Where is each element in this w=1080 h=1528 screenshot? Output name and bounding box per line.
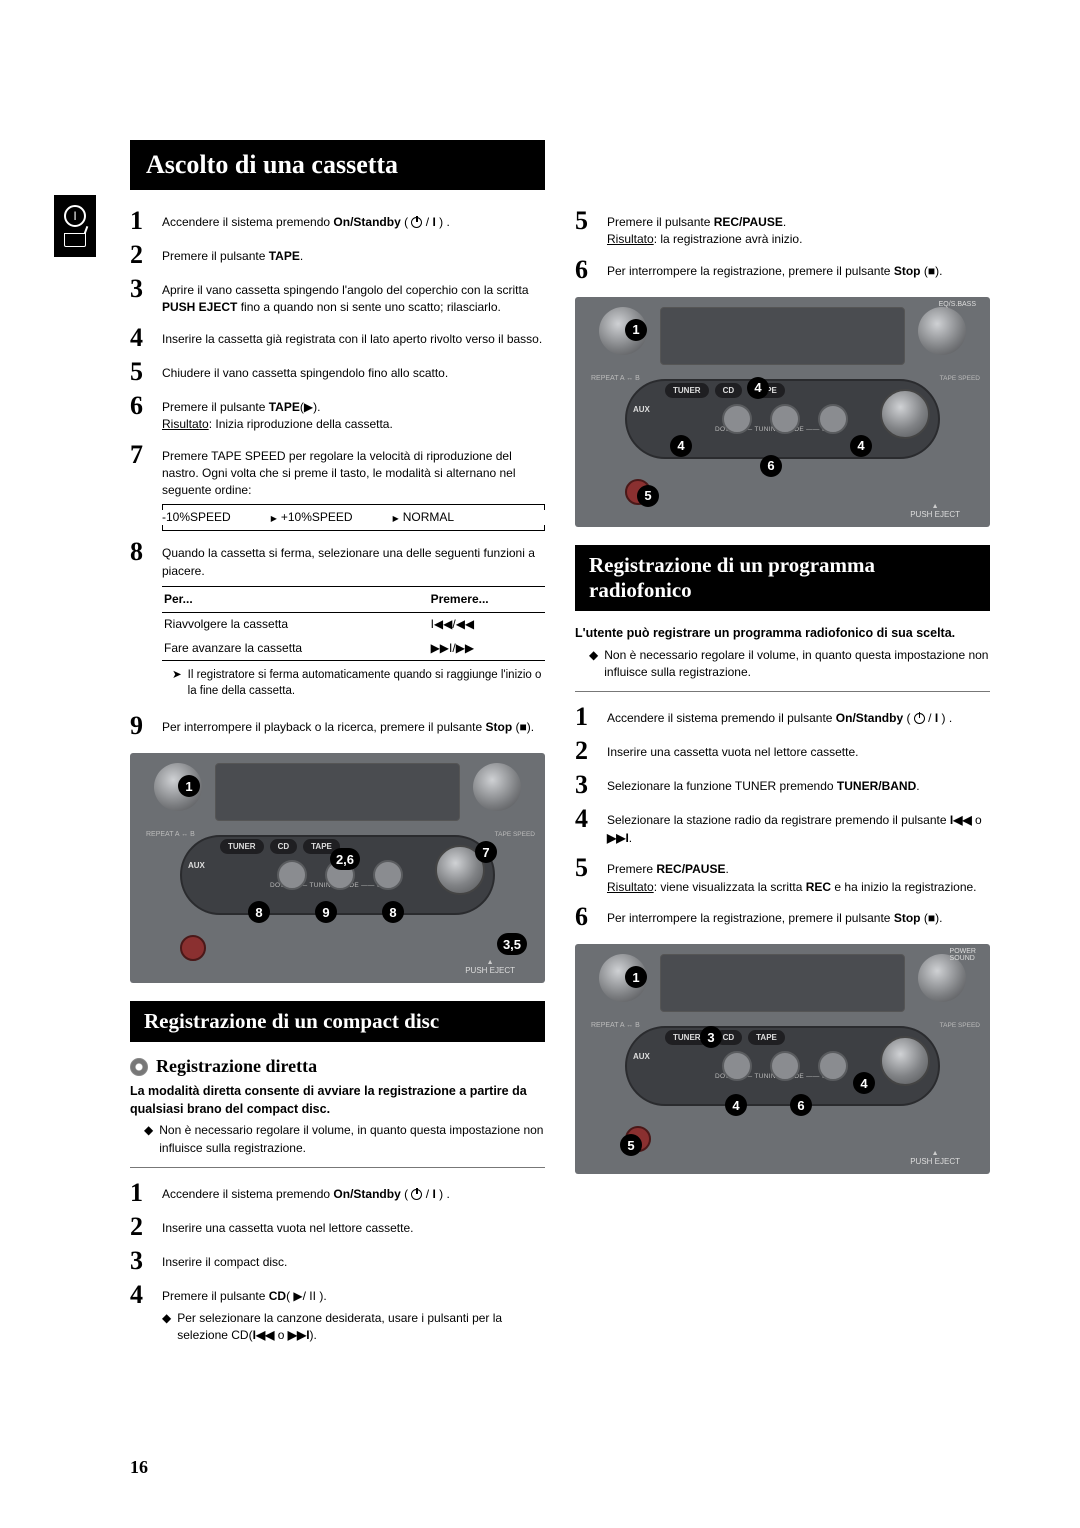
- section-3-intro: L'utente può registrare un programma rad…: [575, 625, 990, 643]
- rec-button: [180, 935, 206, 961]
- device-illustration-1: REPEAT A ↔ B TAPE SPEED TUNER CD TAPE AU…: [130, 753, 545, 983]
- section-3-title: Registrazione di un programma radiofonic…: [575, 545, 990, 611]
- section-2-subtitle: Registrazione diretta: [130, 1056, 545, 1077]
- section-2-title: Registrazione di un compact disc: [130, 1001, 545, 1042]
- section-3-note: ◆ Non è necessario regolare il volume, i…: [589, 647, 990, 682]
- callout-7: 7: [475, 841, 497, 863]
- separator: [575, 691, 990, 692]
- side-tab: I: [54, 195, 96, 257]
- callout-2-6: 2,6: [330, 848, 360, 870]
- section-3-steps: 1Accendere il sistema premendo il pulsan…: [575, 704, 990, 930]
- device-illustration-2: EQ/S.BASS REPEAT A ↔ B TAPE SPEED TUNER …: [575, 297, 990, 527]
- callout-3-5: 3,5: [497, 933, 527, 955]
- push-eject-label: PUSH EJECT: [465, 959, 515, 975]
- step-number: 1: [130, 208, 152, 234]
- section-1-title: Ascolto di una cassetta: [130, 140, 545, 190]
- device-illustration-3: POWER SOUND REPEAT A ↔ B TAPE SPEED TUNE…: [575, 944, 990, 1174]
- eq-knob: [473, 763, 521, 811]
- display-screen: [660, 954, 905, 1012]
- section-2-steps-cont: 5Premere il pulsante REC/PAUSE.Risultato…: [575, 208, 990, 283]
- callout-8a: 8: [248, 901, 270, 923]
- diamond-icon: ◆: [589, 647, 598, 682]
- prev-button: [277, 860, 307, 890]
- section-1-steps: 1 Accendere il sistema premendo On/Standb…: [130, 208, 545, 739]
- transport-buttons: [685, 401, 885, 437]
- step-text: Accendere il sistema premendo On/Standby…: [162, 208, 545, 231]
- radio-icon: [64, 233, 86, 247]
- separator: [130, 1167, 545, 1168]
- eq-knob: [918, 307, 966, 355]
- next-button: [373, 860, 403, 890]
- section-2-note: ◆ Non è necessario regolare il volume, i…: [144, 1122, 545, 1157]
- right-column: 5Premere il pulsante REC/PAUSE.Risultato…: [575, 208, 990, 1360]
- diamond-icon: ◆: [144, 1122, 153, 1157]
- callout-9: 9: [315, 901, 337, 923]
- diamond-icon: ◆: [162, 1310, 171, 1345]
- speed-cycle: -10%SPEED +10%SPEED NORMAL: [162, 504, 545, 531]
- volume-knob: [880, 1036, 930, 1086]
- rewind-table: Per...Premere... Riavvolgere la cassetta…: [162, 586, 545, 661]
- left-column: 1 Accendere il sistema premendo On/Standb…: [130, 208, 545, 1360]
- step-text: Premere il pulsante CD( ▶/ II ).: [162, 1289, 327, 1303]
- mode-pills: TUNER CD TAPE: [665, 1030, 785, 1045]
- mode-pills: TUNER CD TAPE: [220, 839, 340, 854]
- display-screen: [660, 307, 905, 365]
- section-2-intro: La modalità diretta consente di avviare …: [130, 1083, 545, 1118]
- volume-knob: [880, 389, 930, 439]
- display-screen: [215, 763, 460, 821]
- disc-icon: [130, 1058, 148, 1076]
- step-text: Premere TAPE SPEED per regolare la veloc…: [162, 449, 516, 498]
- side-tab-letter: I: [64, 205, 86, 227]
- section-2-steps: 1Accendere il sistema premendo On/Standb…: [130, 1180, 545, 1352]
- auto-stop-note: ➤ Il registratore si ferma automaticamen…: [172, 667, 545, 699]
- step-text: Quando la cassetta si ferma, selezionare…: [162, 546, 535, 577]
- page-number: 16: [130, 1457, 148, 1478]
- pointer-icon: ➤: [172, 667, 182, 699]
- callout-8b: 8: [382, 901, 404, 923]
